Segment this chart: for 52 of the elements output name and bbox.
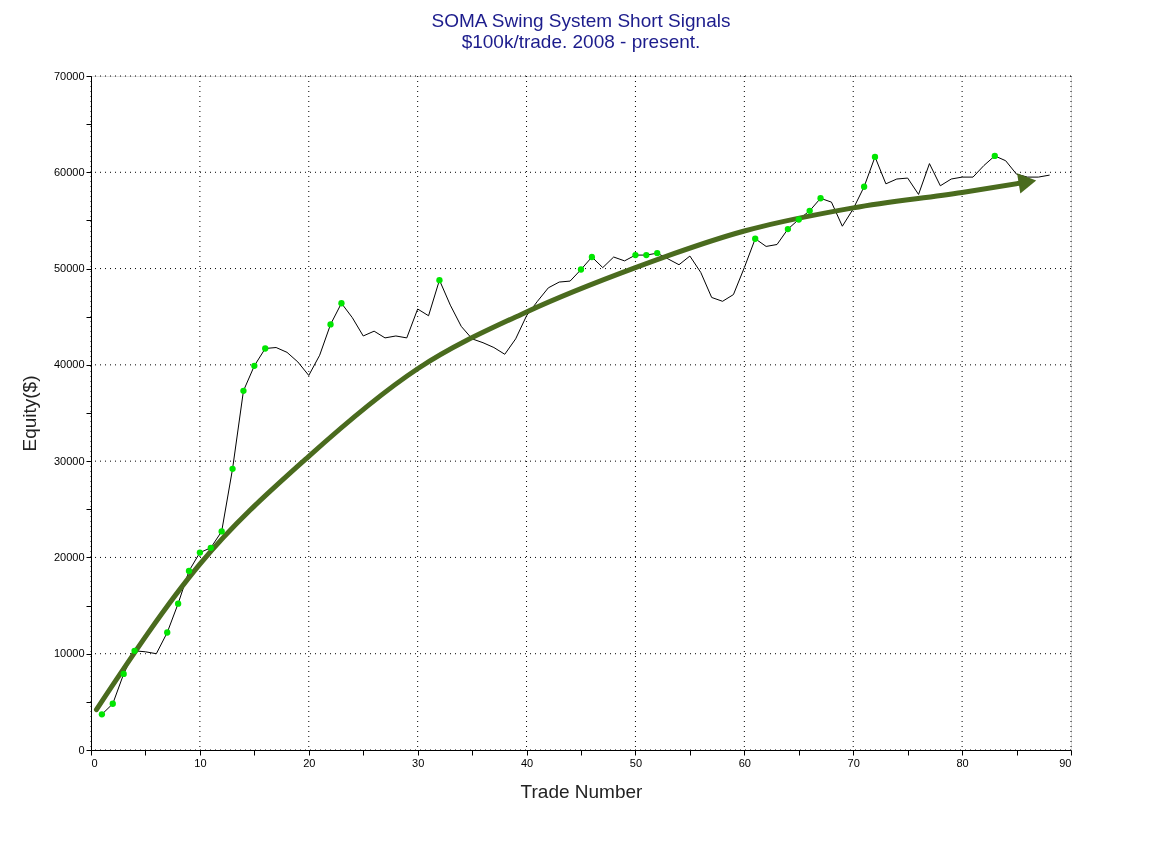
- x-tick-label: 90: [1059, 756, 1072, 769]
- y-tick-label: 40000: [53, 358, 85, 371]
- point: [817, 195, 824, 202]
- point: [262, 345, 269, 352]
- point: [185, 567, 193, 575]
- y-tick-label: 50000: [53, 262, 85, 275]
- x-tick-label: 0: [91, 756, 98, 769]
- point: [338, 300, 345, 307]
- point: [654, 250, 661, 257]
- x-tick-label: 80: [956, 756, 969, 769]
- y-tick-label: 30000: [53, 454, 85, 467]
- y-tick-label: 70000: [53, 69, 85, 82]
- point: [98, 711, 106, 718]
- point: [120, 670, 127, 678]
- point: [131, 647, 138, 654]
- x-tick-label: 10: [194, 756, 207, 769]
- y-tick-label: 0: [78, 743, 85, 756]
- point: [436, 276, 443, 284]
- y-tick-label: 10000: [53, 647, 85, 660]
- point: [871, 153, 879, 161]
- x-tick-label: 30: [412, 756, 425, 769]
- point: [632, 251, 639, 259]
- x-tick-label: 20: [303, 756, 316, 769]
- x-tick-label: 40: [520, 756, 534, 769]
- point: [164, 629, 171, 636]
- point: [218, 528, 225, 535]
- point: [784, 225, 792, 233]
- point: [109, 700, 116, 707]
- point: [991, 152, 998, 160]
- point: [588, 253, 596, 261]
- point: [240, 387, 247, 395]
- point: [207, 544, 214, 551]
- point: [643, 251, 650, 259]
- x-axis-title: Trade Number: [520, 780, 644, 802]
- point: [577, 266, 585, 273]
- point: [860, 183, 868, 190]
- x-tick-label: 70: [847, 756, 860, 769]
- chart-title: SOMA Swing System Short Signals: [431, 10, 731, 31]
- y-tick-label: 20000: [53, 550, 85, 563]
- y-axis-title: Equity($): [18, 375, 40, 452]
- x-tick-label: 50: [629, 756, 643, 769]
- point: [327, 321, 334, 328]
- point: [806, 207, 813, 214]
- point: [795, 216, 802, 223]
- point: [174, 600, 182, 607]
- point: [229, 465, 236, 472]
- y-tick-label: 60000: [53, 165, 85, 178]
- point: [752, 235, 759, 242]
- chart-subtitle: $100k/trade. 2008 - present.: [461, 31, 701, 52]
- point: [196, 549, 204, 556]
- point: [251, 362, 258, 369]
- x-tick-label: 60: [738, 756, 751, 769]
